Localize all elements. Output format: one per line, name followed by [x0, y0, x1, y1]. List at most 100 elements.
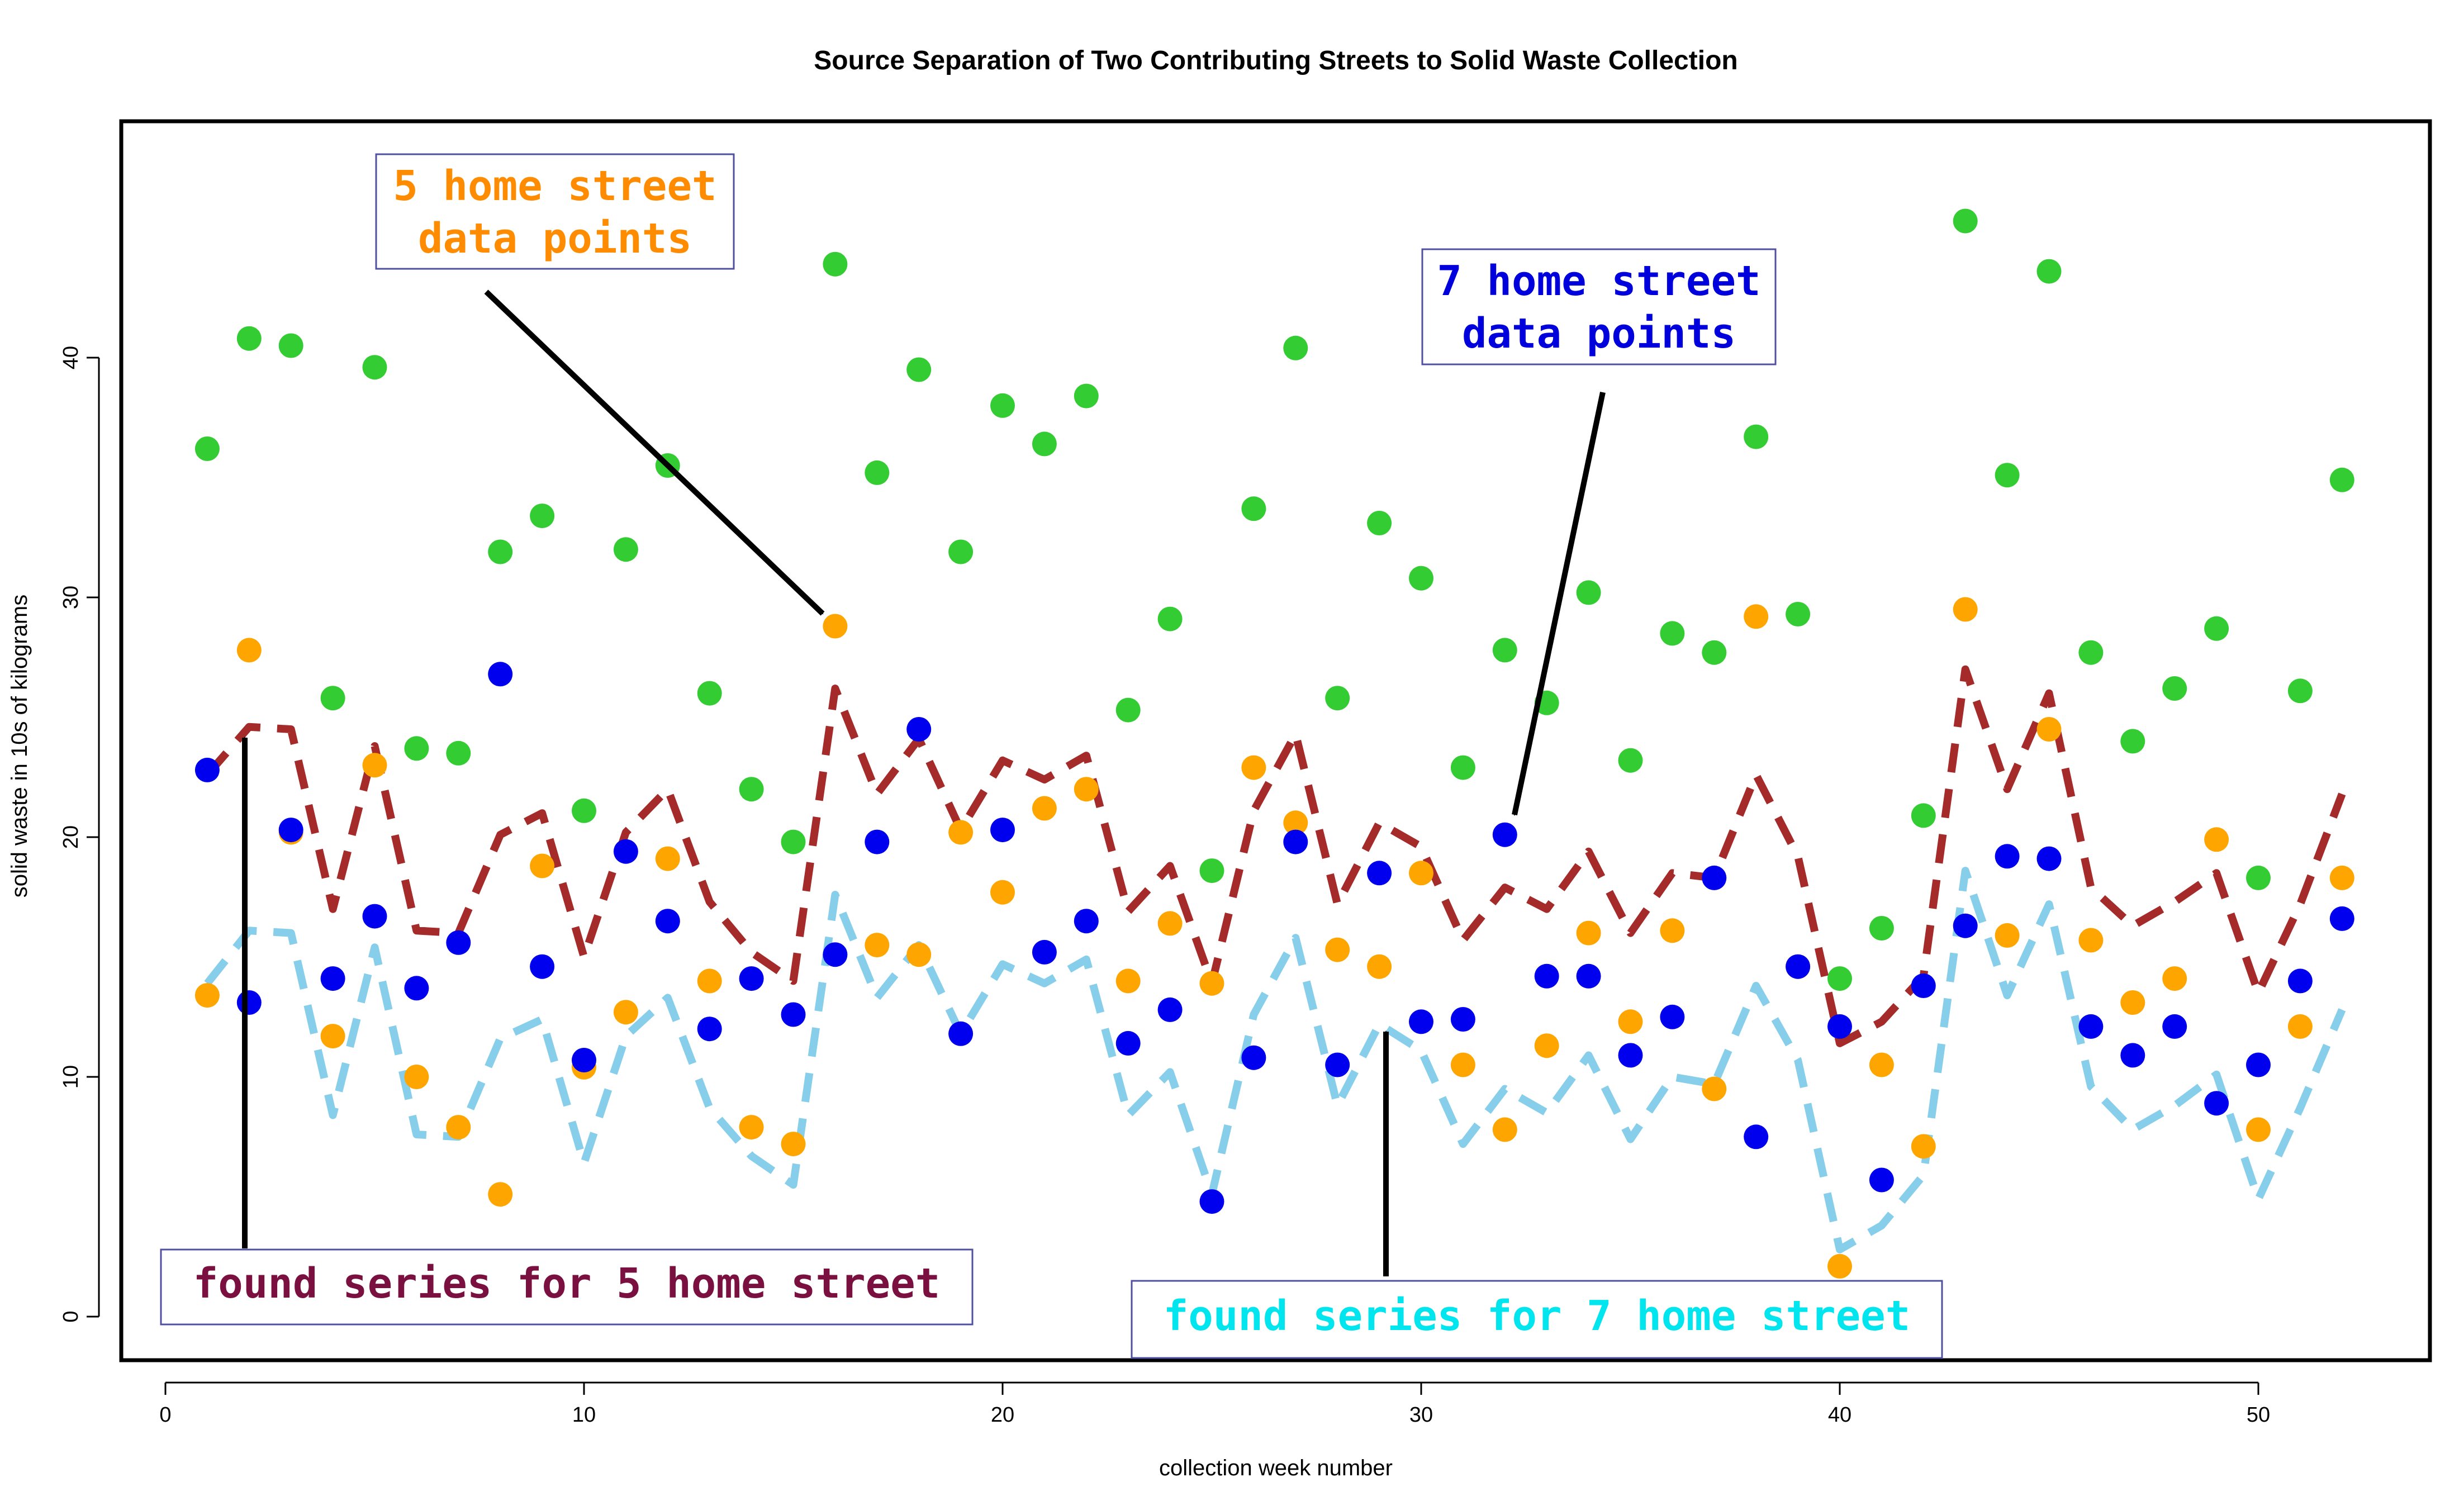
- data-point-5-home-street-data-points: [404, 1065, 429, 1089]
- five-home-annotation-line2: data points: [418, 215, 692, 263]
- data-point-5-home-street-data-points: [1953, 597, 1978, 622]
- data-point-total-collection: [865, 460, 890, 485]
- data-point-5-home-street-data-points: [2162, 966, 2187, 991]
- data-point-total-collection: [446, 740, 471, 766]
- y-axis: 0 10 20 30 40: [59, 346, 100, 1323]
- data-point-7-home-street-data-points: [572, 1048, 596, 1072]
- data-point-total-collection: [1995, 463, 2020, 488]
- data-point-7-home-street-data-points: [1367, 861, 1392, 886]
- data-point-5-home-street-data-points: [739, 1115, 764, 1140]
- data-point-total-collection: [278, 333, 303, 358]
- data-point-7-home-street-data-points: [2204, 1091, 2229, 1116]
- chart-title: Source Separation of Two Contributing St…: [814, 46, 1737, 75]
- data-point-7-home-street-data-points: [1492, 822, 1517, 847]
- data-point-5-home-street-data-points: [446, 1115, 471, 1140]
- data-point-5-home-street-data-points: [2036, 717, 2062, 742]
- data-point-7-home-street-data-points: [739, 966, 764, 991]
- series-lines: [204, 665, 2346, 1253]
- data-point-7-home-street-data-points: [1157, 997, 1183, 1022]
- data-point-5-home-street-data-points: [655, 846, 680, 871]
- data-point-total-collection: [488, 539, 513, 564]
- data-point-5-home-street-data-points: [865, 933, 890, 958]
- data-point-7-home-street-data-points: [488, 662, 513, 687]
- data-point-total-collection: [1283, 335, 1308, 360]
- data-point-5-home-street-data-points: [1995, 923, 2020, 948]
- data-point-5-home-street-data-points: [1911, 1134, 1936, 1159]
- found-seven-annotation: found series for 7 home street: [1131, 1280, 1943, 1359]
- data-point-total-collection: [1492, 638, 1517, 663]
- data-point-total-collection: [1115, 697, 1141, 723]
- data-point-5-home-street-data-points: [990, 880, 1015, 905]
- data-point-7-home-street-data-points: [781, 1002, 806, 1027]
- data-point-total-collection: [1409, 566, 1433, 591]
- data-point-total-collection: [2162, 676, 2187, 701]
- data-point-5-home-street-data-points: [906, 942, 932, 967]
- data-point-total-collection: [320, 686, 345, 711]
- data-point-7-home-street-data-points: [2329, 906, 2354, 931]
- data-point-5-home-street-data-points: [1157, 911, 1183, 936]
- data-point-7-home-street-data-points: [1199, 1189, 1224, 1214]
- data-point-5-home-street-data-points: [2287, 1014, 2313, 1039]
- data-point-5-home-street-data-points: [1660, 918, 1685, 943]
- data-point-5-home-street-data-points: [1618, 1009, 1643, 1034]
- data-point-7-home-street-data-points: [948, 1021, 974, 1046]
- data-point-5-home-street-data-points: [1534, 1033, 1559, 1058]
- data-point-total-collection: [1241, 496, 1266, 521]
- plot-frame: [119, 119, 2432, 1362]
- data-point-5-home-street-data-points: [2246, 1117, 2271, 1142]
- y-tick-label: 20: [59, 825, 83, 849]
- data-point-total-collection: [906, 357, 932, 382]
- data-point-5-home-street-data-points: [2078, 928, 2104, 953]
- data-point-5-home-street-data-points: [194, 983, 220, 1008]
- data-point-total-collection: [2078, 640, 2104, 665]
- data-point-total-collection: [2204, 616, 2229, 641]
- data-point-7-home-street-data-points: [362, 904, 387, 929]
- x-tick-label: 0: [159, 1403, 171, 1427]
- data-point-5-home-street-data-points: [320, 1024, 345, 1049]
- data-point-5-home-street-data-points: [1744, 604, 1769, 629]
- data-point-7-home-street-data-points: [194, 757, 220, 782]
- data-point-5-home-street-data-points: [1032, 796, 1057, 821]
- data-point-7-home-street-data-points: [1325, 1052, 1350, 1077]
- data-point-total-collection: [1576, 580, 1601, 605]
- data-point-total-collection: [362, 355, 387, 380]
- data-point-total-collection: [2287, 678, 2313, 704]
- seven-home-annotation-line1: 7 home street: [1437, 257, 1760, 305]
- data-point-5-home-street-data-points: [1115, 968, 1141, 994]
- data-point-5-home-street-data-points: [1869, 1052, 1894, 1077]
- data-point-total-collection: [1367, 511, 1392, 535]
- data-point-total-collection: [1199, 858, 1224, 884]
- data-point-7-home-street-data-points: [1618, 1043, 1643, 1068]
- x-tick-label: 20: [991, 1403, 1014, 1427]
- seven-home-annotation-line2: data points: [1462, 310, 1736, 358]
- data-point-total-collection: [2120, 729, 2145, 754]
- y-tick-label: 40: [59, 346, 83, 369]
- data-point-total-collection: [613, 537, 638, 562]
- data-point-5-home-street-data-points: [530, 853, 555, 878]
- data-point-total-collection: [1074, 383, 1099, 409]
- data-point-total-collection: [1911, 803, 1936, 828]
- data-point-7-home-street-data-points: [2246, 1052, 2271, 1077]
- data-point-7-home-street-data-points: [1744, 1124, 1769, 1150]
- data-point-5-home-street-data-points: [1576, 920, 1601, 946]
- x-axis-label: collection week number: [1159, 1456, 1393, 1480]
- data-point-7-home-street-data-points: [404, 976, 429, 1001]
- data-point-7-home-street-data-points: [530, 954, 555, 979]
- data-point-7-home-street-data-points: [1534, 963, 1559, 989]
- data-point-7-home-street-data-points: [320, 966, 345, 991]
- found-five-annotation-text: found series for 5 home street: [193, 1260, 941, 1308]
- data-point-5-home-street-data-points: [1199, 971, 1224, 996]
- data-point-total-collection: [697, 681, 722, 706]
- data-point-7-home-street-data-points: [697, 1017, 722, 1042]
- data-point-5-home-street-data-points: [1283, 810, 1308, 835]
- seven-home-annotation: 7 home street data points: [1421, 248, 1777, 365]
- x-tick-label: 10: [572, 1403, 596, 1427]
- data-point-total-collection: [781, 829, 806, 854]
- data-point-5-home-street-data-points: [1827, 1253, 1852, 1279]
- data-point-7-home-street-data-points: [1827, 1014, 1852, 1039]
- data-point-5-home-street-data-points: [1241, 755, 1266, 780]
- series-line-found-series-for-7-home-street: [204, 867, 2346, 1253]
- data-point-7-home-street-data-points: [2287, 968, 2313, 994]
- data-point-7-home-street-data-points: [906, 717, 932, 742]
- data-point-total-collection: [572, 798, 596, 823]
